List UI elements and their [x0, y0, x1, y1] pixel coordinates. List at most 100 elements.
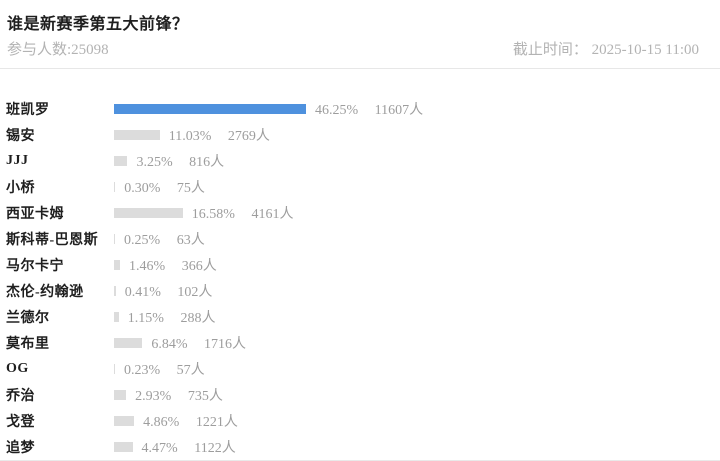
vote-bar — [114, 104, 306, 114]
votes-label: 366人 — [181, 259, 217, 274]
option-name: 莫布里 — [6, 337, 50, 352]
option-name: 班凯罗 — [6, 103, 50, 118]
option-stats: 16.58% 4161人 — [192, 203, 294, 223]
deadline-text: 截止时间： 2025-10-15 11:00 — [512, 42, 699, 58]
percent-label: 4.86% — [143, 415, 180, 430]
poll-option-row: 追梦 4.47% 1122人 — [0, 434, 720, 460]
bar-area: 11.03% 2769人 — [114, 125, 720, 145]
vote-bar — [114, 156, 128, 166]
poll-option-row: JJJ 3.25% 816人 — [0, 148, 720, 174]
poll-option-row: 小桥 0.30% 75人 — [0, 174, 720, 200]
option-stats: 4.86% 1221人 — [143, 411, 238, 431]
poll-title: 谁是新赛季第五大前锋？ — [7, 16, 189, 33]
option-stats: 1.15% 288人 — [128, 307, 216, 327]
poll-option-row: 马尔卡宁 1.46% 366人 — [0, 252, 720, 278]
percent-label: 4.47% — [141, 441, 178, 456]
bar-area: 0.23% 57人 — [114, 359, 720, 379]
option-name: 斯科蒂-巴恩斯 — [6, 233, 99, 248]
votes-label: 2769人 — [227, 129, 270, 144]
percent-label: 0.30% — [124, 181, 161, 196]
votes-label: 1716人 — [204, 337, 247, 352]
option-stats: 6.84% 1716人 — [151, 333, 246, 353]
bar-area: 4.86% 1221人 — [114, 411, 720, 431]
option-name: 西亚卡姆 — [6, 207, 64, 222]
vote-bar — [114, 234, 116, 244]
vote-bar — [114, 208, 183, 218]
poll-option-row: OG 0.23% 57人 — [0, 356, 720, 382]
votes-label: 63人 — [176, 233, 205, 248]
poll-option-row: 班凯罗 46.25% 11607人 — [0, 96, 720, 122]
vote-bar — [114, 260, 121, 270]
percent-label: 0.41% — [124, 285, 161, 300]
percent-label: 11.03% — [168, 129, 212, 144]
vote-bar — [114, 312, 119, 322]
option-stats: 11.03% 2769人 — [169, 125, 270, 145]
option-stats: 0.25% 63人 — [124, 229, 205, 249]
poll-option-row: 锡安 11.03% 2769人 — [0, 122, 720, 148]
poll-option-row: 兰德尔 1.15% 288人 — [0, 304, 720, 330]
option-stats: 4.47% 1122人 — [142, 437, 236, 457]
poll-rows: 班凯罗 46.25% 11607人 锡安 11.03% 2769人 JJJ 3.… — [0, 96, 720, 461]
poll-option-row: 莫布里 6.84% 1716人 — [0, 330, 720, 356]
percent-label: 0.25% — [124, 233, 161, 248]
percent-label: 2.93% — [135, 389, 172, 404]
vote-bar — [114, 182, 116, 192]
vote-bar — [114, 130, 160, 140]
votes-label: 11607人 — [374, 103, 424, 118]
percent-label: 1.15% — [127, 311, 164, 326]
option-name: 追梦 — [6, 441, 35, 456]
bar-area: 2.93% 735人 — [114, 385, 720, 405]
votes-label: 816人 — [189, 155, 225, 170]
option-stats: 3.25% 816人 — [136, 151, 224, 171]
vote-bar — [114, 364, 115, 374]
bar-area: 3.25% 816人 — [114, 151, 720, 171]
percent-label: 6.84% — [151, 337, 188, 352]
option-stats: 0.41% 102人 — [125, 281, 213, 301]
votes-label: 1221人 — [195, 415, 238, 430]
poll-meta-bar: 参与人数:25098 截止时间： 2025-10-15 11:00 — [0, 36, 720, 69]
bar-area: 0.30% 75人 — [114, 177, 720, 197]
option-name: 杰伦-约翰逊 — [6, 285, 84, 300]
option-name: 兰德尔 — [6, 311, 50, 326]
votes-label: 75人 — [176, 181, 205, 196]
option-name: JJJ — [6, 153, 29, 168]
option-name: 戈登 — [6, 415, 35, 430]
vote-bar — [114, 338, 143, 348]
option-stats: 1.46% 366人 — [129, 255, 217, 275]
vote-bar — [114, 286, 116, 296]
percent-label: 3.25% — [136, 155, 173, 170]
option-name: 锡安 — [6, 129, 35, 144]
bar-area: 0.41% 102人 — [114, 281, 720, 301]
bar-area: 0.25% 63人 — [114, 229, 720, 249]
percent-label: 16.58% — [191, 207, 235, 222]
votes-label: 1122人 — [194, 441, 236, 456]
percent-label: 1.46% — [129, 259, 166, 274]
votes-label: 4161人 — [251, 207, 294, 222]
vote-bar — [114, 442, 133, 452]
poll-option-row: 西亚卡姆 16.58% 4161人 — [0, 200, 720, 226]
bar-area: 6.84% 1716人 — [114, 333, 720, 353]
option-stats: 46.25% 11607人 — [315, 99, 423, 119]
option-stats: 0.30% 75人 — [124, 177, 205, 197]
option-stats: 2.93% 735人 — [135, 385, 223, 405]
participants-count: 参与人数:25098 — [7, 42, 109, 58]
bar-area: 16.58% 4161人 — [114, 203, 720, 223]
vote-bar — [114, 416, 135, 426]
percent-label: 0.23% — [123, 363, 161, 378]
option-name: 乔治 — [6, 389, 35, 404]
bar-area: 1.15% 288人 — [114, 307, 720, 327]
poll-option-row: 乔治 2.93% 735人 — [0, 382, 720, 408]
poll-option-row: 斯科蒂-巴恩斯 0.25% 63人 — [0, 226, 720, 252]
option-name: OG — [6, 361, 29, 376]
votes-label: 57人 — [176, 363, 205, 378]
percent-label: 46.25% — [314, 103, 359, 118]
option-name: 小桥 — [6, 181, 35, 196]
votes-label: 102人 — [177, 285, 213, 300]
poll-option-row: 戈登 4.86% 1221人 — [0, 408, 720, 434]
vote-bar — [114, 390, 127, 400]
bar-area: 46.25% 11607人 — [114, 99, 720, 119]
bar-area: 1.46% 366人 — [114, 255, 720, 275]
poll-option-row: 杰伦-约翰逊 0.41% 102人 — [0, 278, 720, 304]
option-stats: 0.23% 57人 — [124, 359, 205, 379]
